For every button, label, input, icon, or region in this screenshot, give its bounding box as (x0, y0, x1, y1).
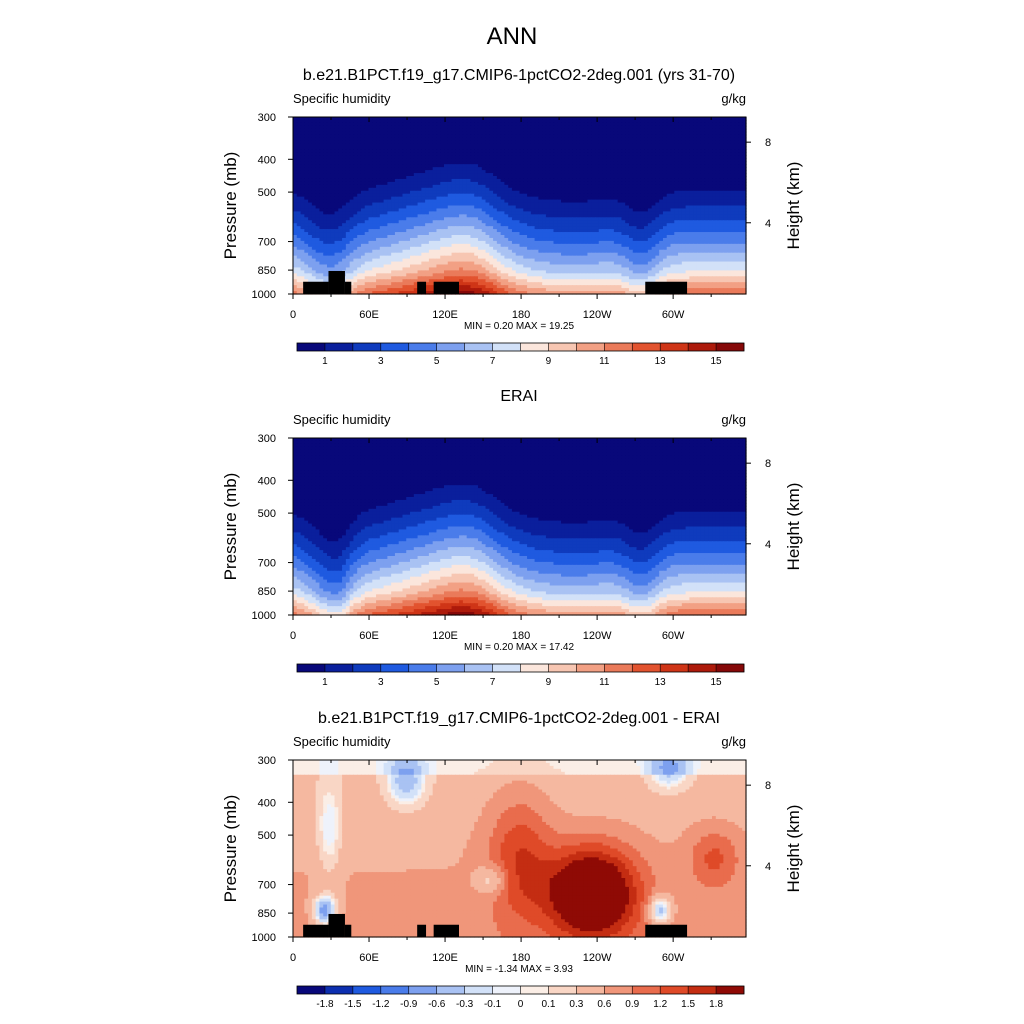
units-label: g/kg (721, 91, 746, 106)
figure-title: ANN (487, 23, 538, 50)
variable-label: Specific humidity (293, 91, 391, 106)
panel-1: b.e21.B1PCT.f19_g17.CMIP6-1pctCO2-2deg.0… (221, 67, 803, 367)
panel-title: b.e21.B1PCT.f19_g17.CMIP6-1pctCO2-2deg.0… (303, 67, 735, 84)
figure: ANN b.e21.B1PCT.f19_g17.CMIP6-1pctCO2-2d… (0, 0, 1024, 1024)
contour-field (293, 117, 747, 295)
